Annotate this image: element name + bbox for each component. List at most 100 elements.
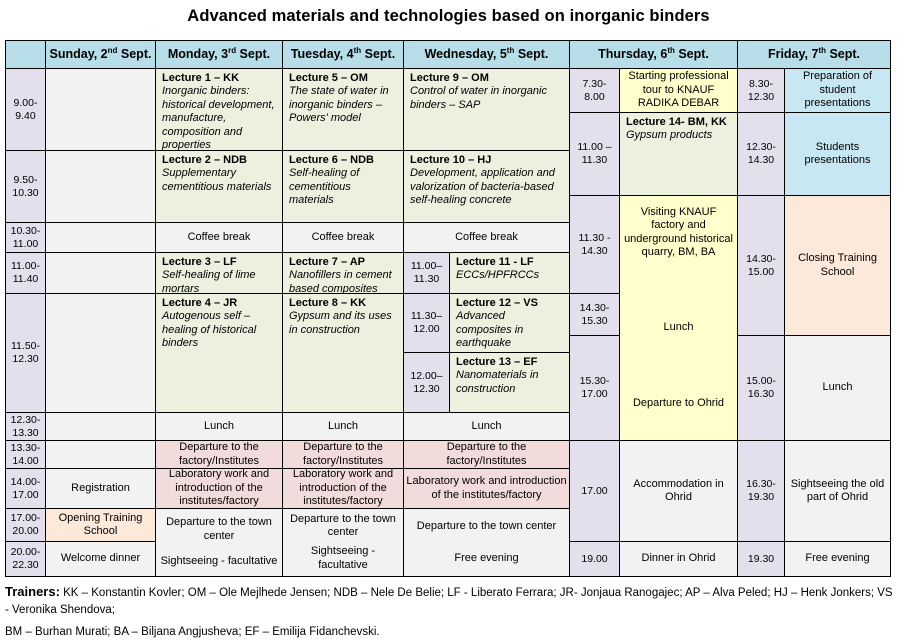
cell-tuesday-evening: Departure to the town center Sightseeing… [283,509,403,576]
town-center-text: Departure to the town center [166,516,272,542]
cell-wednesday-lunch: Lunch [404,413,569,440]
cell-wednesday-lecture-11: Lecture 11 - LF ECCs/HPFRCCs [450,253,569,293]
lecture-title: Lecture 11 - LF [456,256,534,268]
cell-sunday-empty-1 [46,69,155,150]
lecture-title: Lecture 6 – NDB [289,154,374,166]
cell-monday-lecture-2: Lecture 2 – NDB Supplementary cementitio… [156,151,282,222]
cell-wednesday-lecture-12: Lecture 12 – VS Advanced composites in e… [450,294,569,352]
day-label: Friday, 7th Sept. [767,46,861,62]
time-slot-thu-0730-0800: 7.30- 8.00 [570,69,619,112]
time-slot-1230-1330: 12.30- 13.30 [6,413,45,440]
lecture-title: Lecture 4 – JR [162,297,238,309]
day-label: Thursday, 6th Sept. [598,46,709,62]
lecture-title: Lecture 10 – HJ [410,154,492,166]
page-title: Advanced materials and technologies base… [187,7,710,25]
time-slot-fri-1430-1500: 14.30- 15.00 [738,196,784,335]
trainers-text-1: KK – Konstantin Kovler; OM – Ole Mejlhed… [5,587,893,616]
cell-friday-free-evening: Free evening [785,542,890,576]
lecture-desc: Gypsum products [626,129,713,142]
cell-tuesday-coffee-break: Coffee break [283,223,403,252]
time-slot-thu-1530-1700: 15.30- 17.00 [570,336,619,440]
time-slot-fri-1930: 19.30 [738,542,784,576]
cell-wednesday-coffee-break: Coffee break [404,223,569,252]
lecture-desc: Gypsum and its uses in construction [289,310,392,336]
cell-sunday-opening-school: Opening Training School [46,509,155,541]
cell-tuesday-lecture-5: Lecture 5 – OM The state of water in ino… [283,69,403,150]
time-slot-1150-1230: 11.50- 12.30 [6,294,45,412]
evening-text: Free evening [454,552,519,565]
cell-sunday-empty-5 [46,294,155,412]
cell-wednesday-lab-work: Laboratory work and introduction of the … [404,469,569,508]
lecture-title: Lecture 14- BM, KK [626,116,727,128]
cell-sunday-empty-7 [46,441,155,468]
time-slot-thu-1700: 17.00 [570,441,619,541]
town-center-text: Departure to the town center [416,519,557,532]
lecture-title: Lecture 8 – KK [289,297,367,309]
schedule-table: Sunday, 2nd Sept. Monday, 3rd Sept. Tues… [5,40,891,577]
time-slot-0900-0940: 9.00- 9.40 [6,69,45,150]
trainers-label: Trainers: [5,584,60,599]
cell-sunday-registration: Registration [46,469,155,508]
time-slot-1100-1140: 11.00- 11.40 [6,253,45,293]
time-slot-fri-1500-1630: 15.00- 16.30 [738,336,784,440]
lecture-desc: Nanomaterials in construction [456,369,539,395]
lecture-desc: Advanced composites in earthquake engine… [456,310,524,352]
cell-wednesday-evening: Departure to the town center Free evenin… [404,509,569,576]
lecture-title: Lecture 1 – KK [162,72,240,84]
cell-wednesday-lecture-9: Lecture 9 – OM Control of water in inorg… [404,69,569,150]
day-header-sunday: Sunday, 2nd Sept. [46,41,155,68]
trainers-line-1: Trainers: KK – Konstantin Kovler; OM – O… [5,583,893,619]
cell-friday-preparation: Preparation of student presentations [785,69,890,112]
day-header-monday: Monday, 3rd Sept. [156,41,282,68]
time-slot-1330-1400: 13.30- 14.00 [6,441,45,468]
lecture-desc: The state of water in inorganic binders … [289,85,389,125]
header-corner-cell [6,41,45,68]
time-slot-thu-1430-1530: 14.30- 15.30 [570,294,619,335]
lunch-text: Lunch [663,321,694,334]
cell-monday-lecture-3: Lecture 3 – LF Self-healing of lime mort… [156,253,282,293]
time-slot-1030-1100: 10.30- 11.00 [6,223,45,252]
cell-monday-lunch: Lunch [156,413,282,440]
cell-sunday-empty-3 [46,223,155,252]
cell-thursday-knauf-tour: Starting professional tour to KNAUF RADI… [620,69,737,112]
lecture-desc: Control of water in inorganic binders – … [410,85,547,111]
time-slot-fri-1230-1430: 12.30- 14.30 [738,113,784,195]
lecture-desc: Autogenous self – healing of historical … [162,310,257,350]
cell-wednesday-departure-factory: Departure to the factory/Institutes [404,441,569,468]
cell-tuesday-lunch: Lunch [283,413,403,440]
day-header-tuesday: Tuesday, 4th Sept. [283,41,403,68]
day-label: Monday, 3rd Sept. [167,46,271,62]
cell-monday-lecture-4: Lecture 4 – JR Autogenous self – healing… [156,294,282,412]
trainers-footer: Trainers: KK – Konstantin Kovler; OM – O… [5,583,893,640]
cell-thursday-lecture-14: Lecture 14- BM, KK Gypsum products [620,113,737,195]
lecture-desc: Inorganic binders: historical developmen… [162,85,275,150]
cell-tuesday-lecture-6: Lecture 6 – NDB Self-healing of cementit… [283,151,403,222]
cell-monday-lecture-1: Lecture 1 – KK Inorganic binders: histor… [156,69,282,150]
day-header-friday: Friday, 7th Sept. [738,41,890,68]
lecture-title: Lecture 2 – NDB [162,154,247,166]
lecture-desc: Supplementary cementitious materials [162,167,272,193]
time-slot-fri-1630-1930: 16.30- 19.30 [738,441,784,541]
cell-monday-evening: Departure to the town center Sightseeing… [156,509,282,576]
cell-tuesday-lecture-7: Lecture 7 – AP Nanofillers in cement bas… [283,253,403,293]
lecture-desc: Nanofillers in cement based composites [289,269,392,293]
time-slot-thu-1100-1130: 11.00 – 11.30 [570,113,619,195]
time-slot-wed-1100-1130: 11.00– 11.30 [404,253,449,293]
cell-sunday-empty-2 [46,151,155,222]
lecture-desc: ECCs/HPFRCCs [456,269,540,282]
evening-text: Sightseeing - facultative [310,545,376,571]
lecture-title: Lecture 12 – VS [456,297,538,309]
time-slot-thu-1900: 19.00 [570,542,619,576]
lecture-title: Lecture 3 – LF [162,256,237,268]
town-center-text: Departure to the town center [290,512,396,539]
lecture-desc: Self-healing of lime mortars [162,269,256,293]
departure-ohrid-text: Departure to Ohrid [632,396,725,409]
cell-thursday-factory-visit: Visiting KNAUF factory and underground h… [620,196,737,440]
day-header-thursday: Thursday, 6th Sept. [570,41,737,68]
time-slot-1400-1700: 14.00- 17.00 [6,469,45,508]
cell-tuesday-departure-factory: Departure to the factory/Institutes [283,441,403,468]
day-label: Tuesday, 4th Sept. [290,46,396,62]
cell-wednesday-lecture-13: Lecture 13 – EF Nanomaterials in constru… [450,353,569,412]
cell-tuesday-lecture-8: Lecture 8 – KK Gypsum and its uses in co… [283,294,403,412]
cell-thursday-accommodation: Accommodation in Ohrid [620,441,737,541]
